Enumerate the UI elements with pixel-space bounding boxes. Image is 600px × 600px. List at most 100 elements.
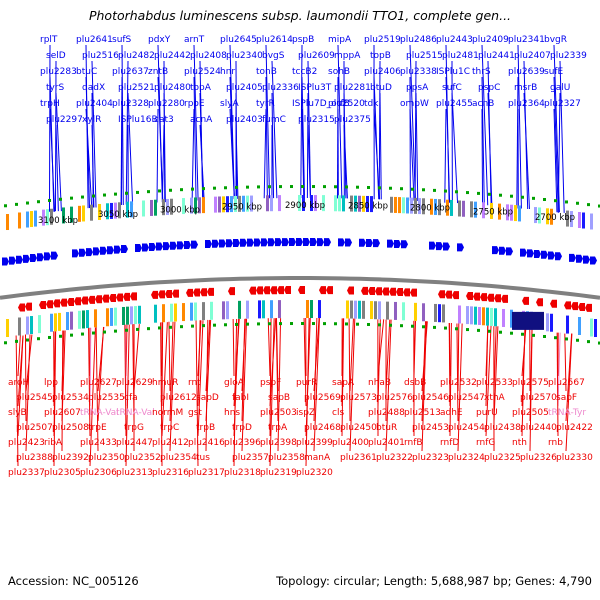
- forward-gene-arrow: [359, 238, 366, 247]
- reverse-gene-label: plu2468: [304, 423, 341, 433]
- inner-dot: [532, 333, 535, 337]
- reverse-gene-label: plu2569: [304, 393, 341, 403]
- reverse-gene-connector: [232, 318, 235, 377]
- forward-gene-connector: [557, 92, 561, 213]
- reverse-gene-connector: [205, 319, 209, 452]
- forward-gene-connector: [191, 108, 195, 201]
- reverse-gene-connector: [456, 323, 459, 422]
- feature-band: [78, 205, 81, 222]
- forward-gene-label: mipA: [328, 35, 352, 45]
- forward-gene-label: plu2341: [508, 35, 545, 45]
- reverse-gene-arrow: [102, 294, 109, 303]
- outer-dot: [235, 185, 238, 189]
- forward-gene-arrow: [2, 257, 9, 266]
- feature-band: [590, 318, 593, 337]
- reverse-gene-connector: [565, 333, 573, 452]
- outer-dot: [312, 185, 315, 189]
- inner-dot: [510, 331, 513, 335]
- forward-gene-arrow: [324, 238, 331, 247]
- reverse-gene-connector: [17, 335, 21, 377]
- reverse-gene-arrow: [186, 288, 193, 297]
- reverse-gene-arrow: [263, 286, 270, 295]
- reverse-gene-label: plu2612: [160, 393, 197, 403]
- forward-gene-label: plu2409: [472, 35, 509, 45]
- inner-dot: [543, 334, 546, 338]
- forward-gene-arrow: [303, 238, 310, 247]
- reverse-gene-connector: [313, 318, 320, 452]
- kbp-tick-label: 2900 kbp: [285, 201, 325, 211]
- reverse-gene-connector: [61, 330, 64, 452]
- reverse-gene-arrow: [382, 287, 389, 296]
- outer-dot: [389, 186, 392, 190]
- feature-band: [490, 307, 493, 326]
- reverse-gene-connector: [197, 320, 201, 407]
- forward-gene-arrow: [121, 245, 128, 254]
- forward-gene-connector: [229, 108, 235, 200]
- reverse-gene-label: rnt: [188, 378, 201, 388]
- forward-gene-connector: [487, 92, 493, 206]
- feature-band: [170, 198, 173, 215]
- reverse-gene-arrow: [473, 292, 480, 301]
- inner-dot: [114, 329, 117, 333]
- inner-dot: [158, 326, 161, 330]
- reverse-gene-arrow: [270, 286, 277, 295]
- reverse-gene-label: plu2306: [80, 468, 117, 478]
- forward-gene-arrow: [9, 256, 16, 265]
- forward-gene-arrow: [240, 238, 247, 247]
- reverse-gene-label: plu2398: [260, 438, 297, 448]
- reverse-gene-label: plu2316: [152, 468, 189, 478]
- inner-dot: [466, 328, 469, 332]
- feature-band: [114, 307, 117, 326]
- forward-gene-connector: [378, 60, 381, 200]
- feature-band: [350, 300, 353, 319]
- forward-gene-arrow: [44, 252, 51, 261]
- outer-dot: [70, 196, 73, 200]
- feature-band: [366, 195, 369, 212]
- forward-gene-arrow: [345, 238, 352, 247]
- reverse-gene-label: plu2507: [16, 423, 53, 433]
- feature-band: [114, 202, 117, 219]
- reverse-gene-connector: [89, 327, 92, 407]
- feature-band: [354, 195, 357, 212]
- reverse-gene-connector: [385, 319, 391, 392]
- forward-gene-arrow: [30, 254, 37, 263]
- feature-band: [538, 207, 541, 224]
- outer-dot: [37, 200, 40, 204]
- feature-band: [30, 211, 33, 228]
- reverse-gene-connector: [124, 324, 127, 437]
- forward-gene-label: plu2280: [148, 99, 185, 109]
- forward-gene-arrow: [156, 242, 163, 251]
- forward-gene-arrow: [177, 241, 184, 250]
- inner-dot: [477, 328, 480, 332]
- reverse-gene-label: plu2534: [52, 393, 89, 403]
- forward-gene-arrow: [555, 252, 562, 261]
- forward-gene-label: pspC: [478, 83, 500, 93]
- outer-dot: [554, 199, 557, 203]
- reverse-gene-connector: [241, 318, 246, 422]
- feature-band-dark: [512, 311, 544, 330]
- reverse-gene-labels: aroH lpp plu2627 plu2629 hmuR rnt gloA pspF purR…: [8, 378, 593, 478]
- reverse-gene-arrow: [123, 292, 130, 301]
- forward-gene-arrow: [205, 239, 212, 248]
- feature-band: [26, 316, 29, 335]
- reverse-gene-label: plu2401: [368, 438, 405, 448]
- reverse-gene-label: gloA: [224, 378, 245, 388]
- feature-band: [122, 306, 125, 325]
- reverse-gene-label: plu2319: [260, 468, 297, 478]
- forward-gene-arrow: [590, 256, 597, 265]
- forward-gene-arrow: [282, 238, 289, 247]
- forward-gene-label: pspB: [292, 35, 314, 45]
- reverse-gene-label: plu2317: [188, 468, 225, 478]
- feature-band: [494, 308, 497, 327]
- length-value: 5,688,987 bp: [430, 574, 508, 588]
- forward-gene-label: plu2516: [82, 51, 119, 61]
- reverse-gene-label: nhaB: [368, 378, 391, 388]
- forward-gene-connector: [157, 76, 164, 203]
- forward-gene-label: selD: [46, 51, 66, 61]
- feature-band: [570, 211, 573, 228]
- feature-band: [310, 195, 313, 212]
- forward-gene-label: plu2283: [40, 67, 77, 77]
- reverse-gene-label: plu2570: [520, 393, 557, 403]
- reverse-gene-connector: [168, 321, 171, 392]
- feature-band: [350, 195, 353, 212]
